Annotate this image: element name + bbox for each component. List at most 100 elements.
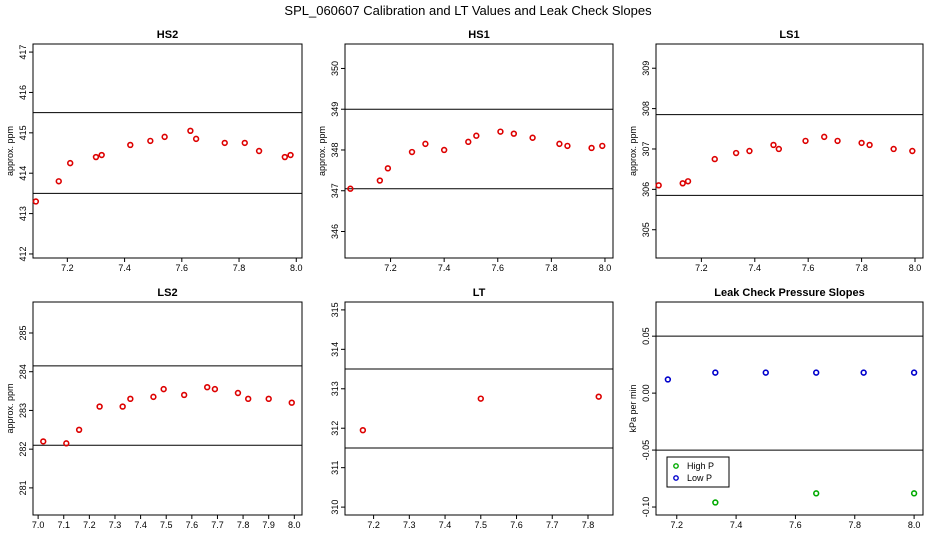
data-point <box>770 141 777 149</box>
x-tick-label: 7.5 <box>160 520 173 530</box>
x-tick-label: 7.2 <box>671 520 684 530</box>
x-tick-label: 7.8 <box>849 520 862 530</box>
data-point <box>241 139 248 147</box>
data-point <box>510 130 518 137</box>
x-tick-label: 8.0 <box>288 520 301 530</box>
x-tick-label: 7.9 <box>262 520 275 530</box>
y-tick-label: 281 <box>18 480 28 495</box>
data-point <box>775 145 783 153</box>
data-point <box>211 385 219 393</box>
x-tick-label: 7.7 <box>546 520 559 530</box>
data-point <box>150 393 157 401</box>
data-point <box>890 145 897 153</box>
y-tick-label: 350 <box>330 61 340 76</box>
panel-title: LS2 <box>157 287 177 299</box>
x-tick-label: 7.4 <box>730 520 743 530</box>
x-tick-label: 7.6 <box>492 263 505 273</box>
data-point <box>762 369 769 376</box>
x-tick-label: 7.5 <box>475 520 488 530</box>
x-tick-label: 8.0 <box>909 263 922 273</box>
y-tick-label: 417 <box>18 45 28 60</box>
data-point <box>497 128 504 135</box>
y-tick-label: 412 <box>18 246 28 261</box>
data-point <box>802 137 809 145</box>
y-tick-label: 416 <box>18 85 28 100</box>
data-point <box>161 133 168 141</box>
panel-5: LT 7.2 7.3 7.4 7.5 7.6 7.7 7.8 310 311 312 313 314 31… <box>330 287 614 530</box>
y-tick-label: 282 <box>18 442 28 457</box>
y-tick-label: 415 <box>18 125 28 140</box>
data-point <box>147 137 154 145</box>
panel-3: LS1 approx. ppm 7.2 7.4 7.6 7.8 8.0 305 306 307 30… <box>628 29 924 273</box>
panel-4: LS2 approx. ppm 7.0 7.1 7.2 7.3 7.4 7.5 7.6 7.7 7.… <box>5 287 303 530</box>
y-axis-label: approx. ppm <box>317 126 327 176</box>
data-point <box>860 369 867 376</box>
y-tick-label: 0.05 <box>641 327 651 345</box>
y-axis-label: approx. ppm <box>5 126 15 176</box>
data-point <box>712 369 719 376</box>
y-tick-label: 307 <box>641 141 651 156</box>
y-tick-label: 346 <box>330 224 340 239</box>
x-tick-label: 7.6 <box>510 520 523 530</box>
y-tick-label: 314 <box>330 342 340 357</box>
panel-6: Leak Check Pressure Slopes kPa per min 7.2… <box>628 287 924 530</box>
data-point <box>376 177 384 184</box>
plot-frame <box>655 43 924 259</box>
plot-frame <box>344 301 614 516</box>
y-tick-label: 283 <box>18 403 28 418</box>
x-tick-label: 7.4 <box>438 263 451 273</box>
y-tick-label: 347 <box>330 183 340 198</box>
data-point <box>684 178 692 185</box>
data-point <box>408 148 416 156</box>
data-point <box>245 395 252 403</box>
x-tick-label: 8.0 <box>599 263 612 273</box>
x-tick-label: 7.4 <box>118 263 131 273</box>
panel-title: Leak Check Pressure Slopes <box>714 287 864 299</box>
y-tick-label: 0.00 <box>641 384 651 402</box>
data-point <box>910 490 918 497</box>
panel-title: HS2 <box>157 29 178 41</box>
data-point <box>127 141 134 149</box>
data-point <box>599 142 606 150</box>
plot-frame <box>344 43 614 259</box>
data-point <box>477 395 484 402</box>
data-point <box>221 139 228 147</box>
data-point <box>712 499 719 506</box>
x-tick-label: 8.0 <box>908 520 921 530</box>
data-point <box>655 182 662 189</box>
x-tick-label: 7.6 <box>176 263 189 273</box>
data-point <box>55 178 62 185</box>
y-axis-label: approx. ppm <box>628 126 638 176</box>
x-tick-label: 7.3 <box>403 520 416 530</box>
y-tick-label: 305 <box>641 222 651 237</box>
x-tick-label: 7.7 <box>211 520 224 530</box>
data-point <box>588 144 595 152</box>
x-tick-label: 7.2 <box>367 520 380 530</box>
data-point <box>67 159 74 167</box>
data-point <box>127 395 134 403</box>
x-tick-label: 7.8 <box>582 520 595 530</box>
x-tick-label: 7.2 <box>384 263 397 273</box>
data-point <box>234 389 242 397</box>
data-point <box>732 149 740 157</box>
y-tick-label: 348 <box>330 142 340 157</box>
data-point <box>255 147 263 155</box>
data-point <box>595 393 602 400</box>
y-tick-label: 414 <box>18 166 28 181</box>
data-point <box>909 147 916 155</box>
data-point <box>359 426 367 434</box>
data-point <box>192 135 200 143</box>
plot-frame <box>655 301 924 516</box>
y-axis-label: approx. ppm <box>5 383 15 433</box>
data-point <box>422 140 429 148</box>
x-tick-label: 7.6 <box>789 520 802 530</box>
data-point <box>834 137 841 145</box>
data-point <box>187 127 194 135</box>
x-tick-label: 7.6 <box>802 263 815 273</box>
x-tick-label: 7.8 <box>545 263 558 273</box>
data-point <box>556 140 563 148</box>
y-tick-label: 349 <box>330 102 340 117</box>
panel-title: HS1 <box>468 29 489 41</box>
data-point <box>529 134 536 141</box>
